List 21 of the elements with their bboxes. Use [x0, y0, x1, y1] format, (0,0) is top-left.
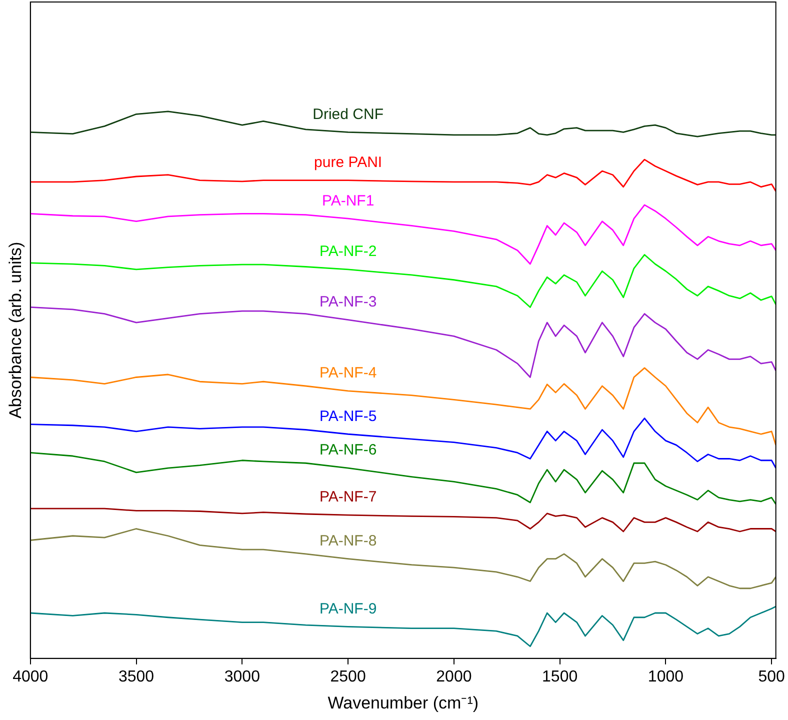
- series-label: Dried CNF: [312, 106, 384, 123]
- x-tick-label: 1500: [542, 668, 578, 686]
- x-tick-label: 3000: [224, 668, 260, 686]
- x-tick-label: 500: [758, 668, 786, 686]
- x-axis-title: Wavenumber (cm⁻¹): [328, 693, 479, 712]
- x-tick-label: 4000: [12, 668, 48, 686]
- series-label: PA-NF-8: [319, 532, 377, 550]
- series-label: PA-NF-3: [319, 293, 377, 310]
- series-label: PA-NF1: [322, 192, 374, 210]
- series-label: PA-NF-5: [319, 408, 377, 425]
- x-tick-label: 1000: [648, 668, 684, 686]
- x-tick-label: 3500: [118, 668, 154, 686]
- series-label: PA-NF-4: [319, 364, 377, 382]
- series-label: PA-NF-2: [319, 243, 377, 260]
- series-label: PA-NF-9: [319, 600, 377, 618]
- series-label: PA-NF-6: [319, 442, 377, 459]
- x-tick-label: 2500: [330, 668, 366, 686]
- y-axis-title: Absorbance (arb. units): [6, 242, 25, 419]
- x-tick-label: 2000: [436, 668, 472, 686]
- series-label: pure PANI: [314, 154, 382, 171]
- series-label: PA-NF-7: [319, 488, 377, 506]
